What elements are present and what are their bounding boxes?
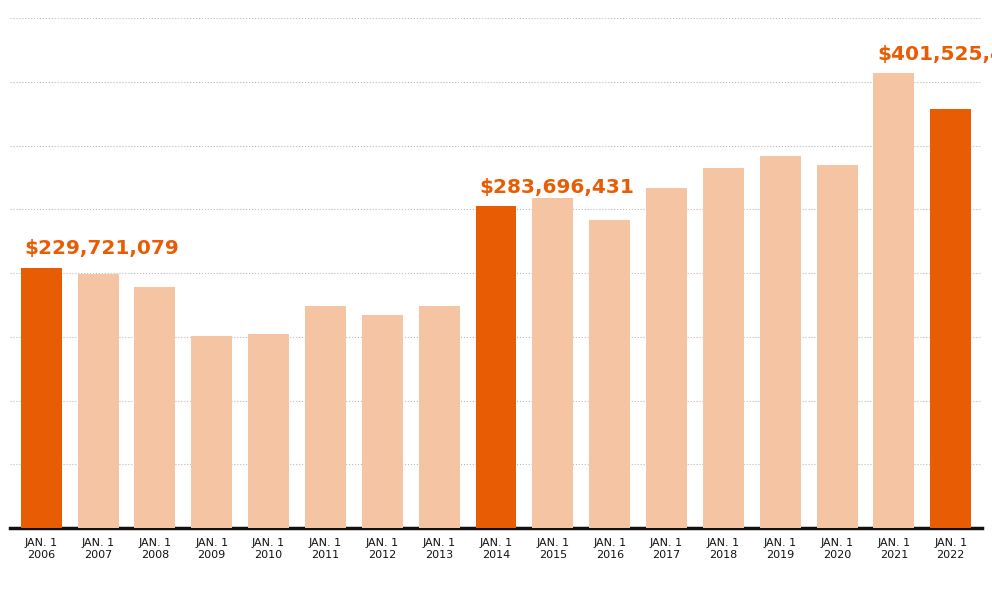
- Bar: [874, 73, 915, 528]
- Bar: [816, 166, 857, 528]
- Bar: [533, 198, 573, 528]
- Bar: [589, 220, 630, 528]
- Bar: [77, 274, 118, 528]
- Text: $283,696,431: $283,696,431: [479, 178, 634, 197]
- Bar: [760, 156, 801, 528]
- Bar: [362, 315, 403, 528]
- Text: $229,721,079: $229,721,079: [24, 239, 179, 259]
- Bar: [248, 334, 289, 528]
- Bar: [305, 306, 346, 528]
- Bar: [646, 188, 687, 528]
- Bar: [475, 206, 517, 528]
- Bar: [21, 268, 62, 528]
- Bar: [191, 337, 232, 528]
- Text: $401,525,407: $401,525,407: [877, 45, 992, 64]
- Bar: [419, 306, 459, 528]
- Bar: [703, 167, 744, 528]
- Bar: [930, 109, 971, 528]
- Bar: [135, 287, 176, 528]
